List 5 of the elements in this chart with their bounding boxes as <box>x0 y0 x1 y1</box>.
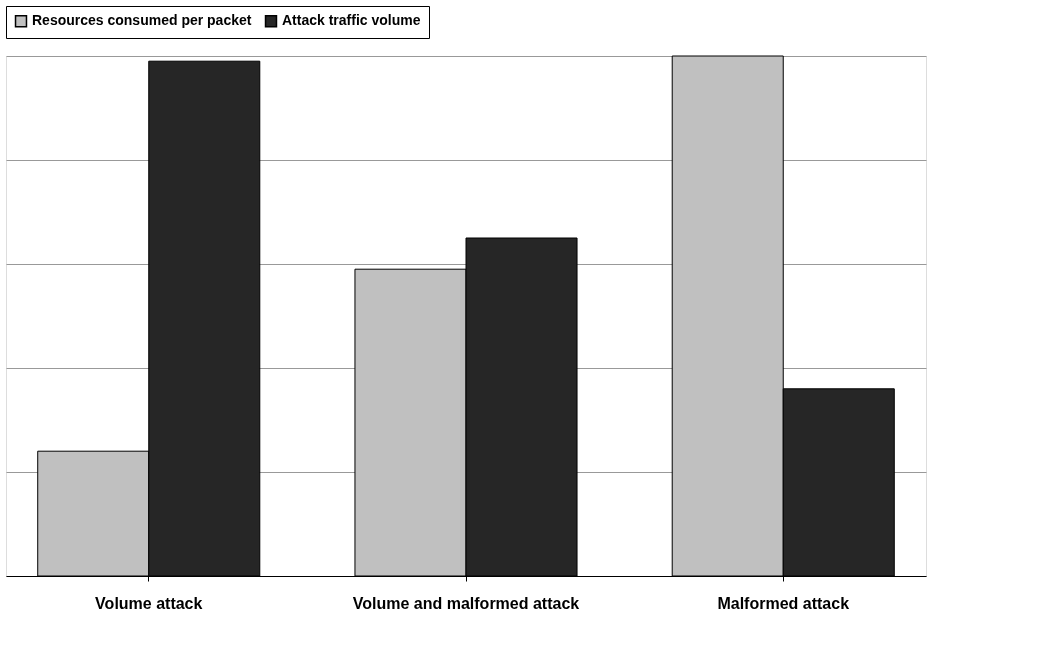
x-tick-label: Volume and malformed attack <box>352 594 580 612</box>
x-tick-label: Malformed attack <box>717 594 850 612</box>
legend-label: Resources consumed per packet <box>32 12 252 29</box>
legend-label: Attack traffic volume <box>282 12 421 29</box>
x-tick-label: Volume attack <box>95 594 203 612</box>
